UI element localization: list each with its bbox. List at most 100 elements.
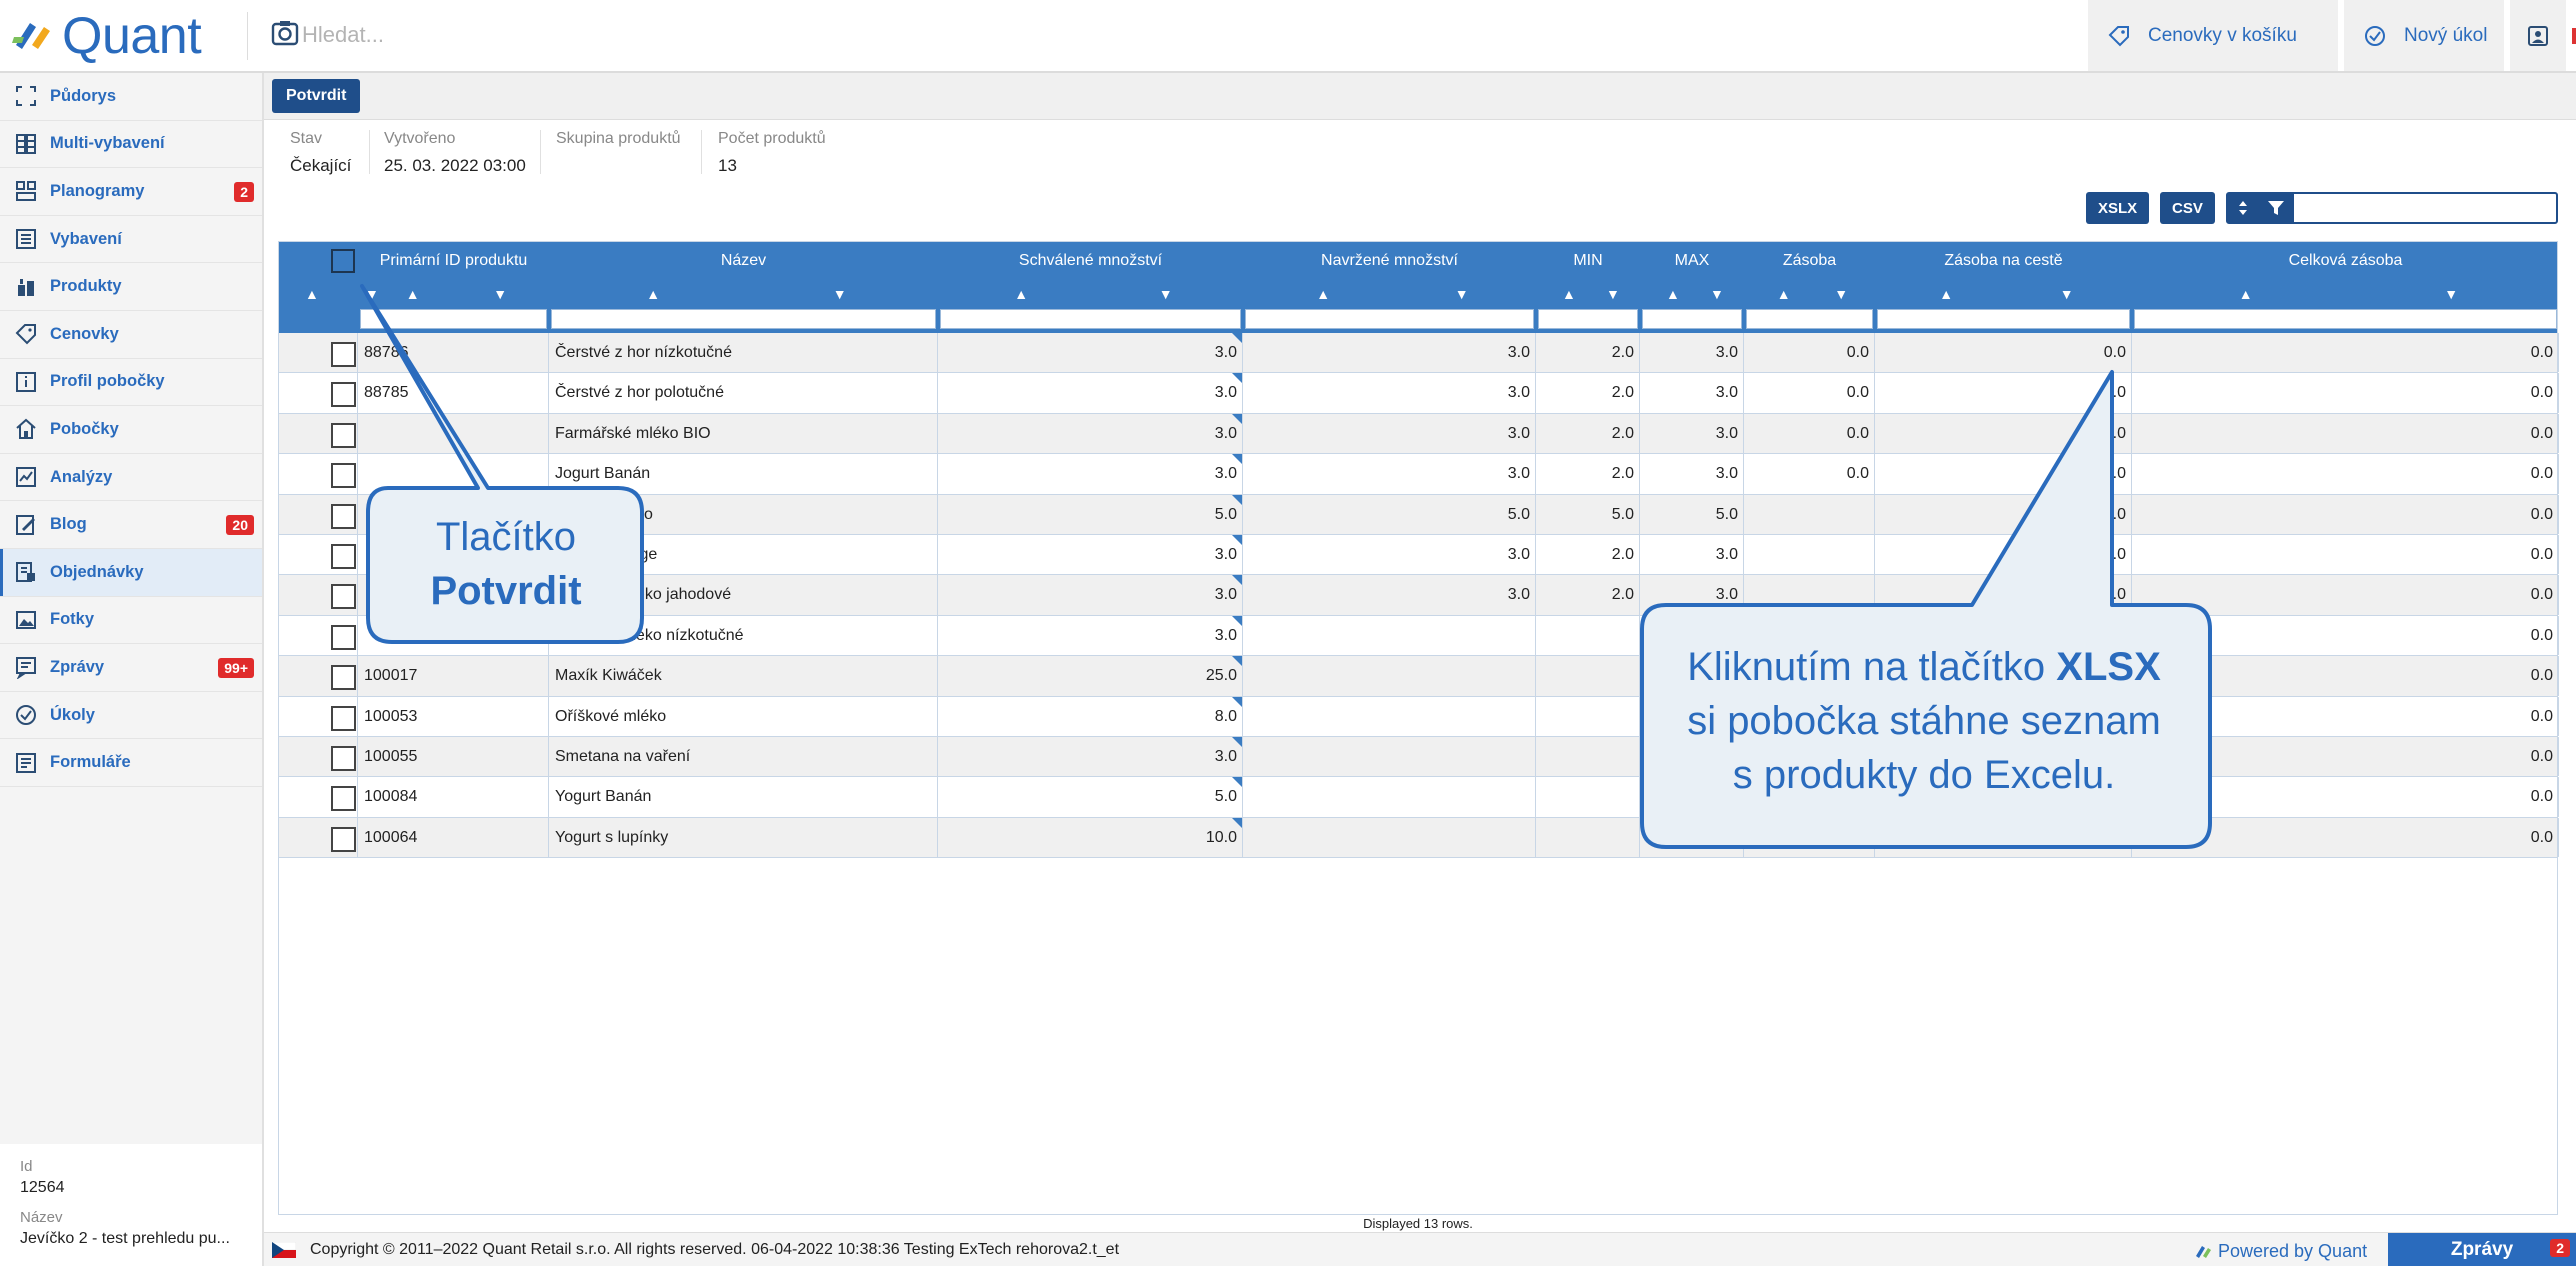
row-checkbox[interactable] <box>331 786 356 812</box>
csv-export-button[interactable]: CSV <box>2160 192 2215 224</box>
cell-approved[interactable]: 5.0 <box>938 494 1243 534</box>
sort-asc-icon[interactable]: ▲ <box>1316 286 1331 302</box>
sort-asc-icon[interactable]: ▲ <box>305 286 319 302</box>
cell-approved[interactable]: 3.0 <box>938 373 1243 413</box>
row-checkbox[interactable] <box>331 463 356 489</box>
messages-button[interactable]: Zprávy 2 <box>2388 1233 2576 1266</box>
user-profile-button[interactable] <box>2510 0 2566 71</box>
column-header[interactable]: MIN <box>1573 252 1603 269</box>
new-task-button[interactable]: Nový úkol <box>2344 0 2504 71</box>
row-checkbox[interactable] <box>331 746 356 771</box>
column-header[interactable]: Zásoba na cestě <box>1944 252 2063 269</box>
powered-by-link[interactable]: Powered by Quant <box>2194 1241 2367 1262</box>
sidebar-item-zpravy[interactable]: Zprávy 99+ <box>0 644 262 692</box>
sort-asc-icon[interactable]: ▲ <box>1014 286 1029 302</box>
sidebar-item-pudorys[interactable]: Půdorys <box>0 73 262 121</box>
sort-desc-icon[interactable]: ▼ <box>493 286 508 302</box>
cell-approved[interactable]: 3.0 <box>938 737 1243 777</box>
sort-desc-icon[interactable]: ▼ <box>1606 286 1620 302</box>
column-header[interactable]: Navržené množství <box>1321 252 1458 269</box>
quant-logo[interactable]: Quant <box>12 7 202 65</box>
price-tags-in-cart-button[interactable]: Cenovky v košíku <box>2088 0 2338 71</box>
row-checkbox[interactable] <box>331 544 356 569</box>
sidebar-item-vybaveni[interactable]: Vybavení <box>0 216 262 264</box>
sort-desc-icon[interactable]: ▼ <box>1834 286 1849 302</box>
sort-asc-icon[interactable]: ▲ <box>2238 286 2253 302</box>
cell-approved[interactable]: 3.0 <box>938 413 1243 454</box>
cell-approved[interactable]: 3.0 <box>938 333 1243 373</box>
row-checkbox[interactable] <box>331 584 356 610</box>
sidebar-item-objednavky[interactable]: Objednávky <box>0 548 262 597</box>
filter-input[interactable] <box>2298 196 2548 220</box>
cell-approved[interactable]: 3.0 <box>938 454 1243 494</box>
sort-asc-icon[interactable]: ▲ <box>646 286 661 302</box>
sort-desc-icon[interactable]: ▼ <box>1710 286 1724 302</box>
sidebar-item-blog[interactable]: Blog 20 <box>0 501 262 549</box>
camera-search-icon[interactable] <box>270 18 300 48</box>
row-checkbox[interactable] <box>331 422 356 448</box>
sort-asc-icon[interactable]: ▲ <box>1562 286 1576 302</box>
sort-desc-icon[interactable]: ▼ <box>1158 286 1173 302</box>
table-row[interactable]: 100017 Maxík Kiwáček 25.0 0.0 0.0 <box>279 656 2559 697</box>
sort-asc-icon[interactable]: ▲ <box>405 286 420 302</box>
row-checkbox[interactable] <box>331 382 356 408</box>
column-filter-input[interactable] <box>360 309 547 329</box>
row-checkbox[interactable] <box>331 342 356 367</box>
table-row[interactable]: 100055 Smetana na vaření 3.0 0.0 0.0 <box>279 737 2559 778</box>
sort-asc-icon[interactable]: ▲ <box>1776 286 1791 302</box>
sidebar-item-analyzy[interactable]: Analýzy <box>0 454 262 502</box>
column-header[interactable]: Celková zásoba <box>2288 252 2403 269</box>
cell-approved[interactable]: 3.0 <box>938 575 1243 615</box>
table-row[interactable]: 100084 Yogurt Banán 5.0 0.0 0.0 <box>279 777 2559 818</box>
table-row[interactable]: 100064 Yogurt s lupínky 10.0 0.0 0.0 <box>279 817 2559 859</box>
column-filter-input[interactable] <box>551 309 936 329</box>
select-all-checkbox[interactable] <box>331 249 355 273</box>
sort-asc-icon[interactable]: ▲ <box>1939 286 1954 302</box>
table-row[interactable]: Kefírové mléko nízkotučné 3.0 0.0 0.0 <box>279 615 2559 657</box>
column-filter-input[interactable] <box>1877 309 2130 329</box>
row-checkbox[interactable] <box>331 826 356 852</box>
column-filter-input[interactable] <box>2134 309 2557 329</box>
cell-approved[interactable]: 3.0 <box>938 535 1243 575</box>
cell-approved[interactable]: 8.0 <box>938 696 1243 736</box>
sort-desc-icon[interactable]: ▼ <box>1454 286 1469 302</box>
sidebar-item-planogramy[interactable]: Planogramy 2 <box>0 168 262 216</box>
column-header[interactable]: Zásoba <box>1782 252 1837 269</box>
column-header[interactable]: MAX <box>1674 252 1710 269</box>
table-row[interactable]: 100053 Oříškové mléko 8.0 0.0 0.0 <box>279 696 2559 737</box>
column-header[interactable]: Název <box>720 252 767 269</box>
cell-approved[interactable]: 5.0 <box>938 777 1243 817</box>
sidebar-item-formulare[interactable]: Formuláře <box>0 739 262 787</box>
cell-approved[interactable]: 3.0 <box>938 615 1243 656</box>
sort-desc-icon[interactable]: ▼ <box>832 286 847 302</box>
sidebar-item-fotky[interactable]: Fotky <box>0 597 262 645</box>
column-header[interactable]: Primární ID produktu <box>379 252 528 269</box>
column-filter-input[interactable] <box>1538 309 1638 329</box>
sort-toggle-icon[interactable] <box>2238 200 2248 216</box>
table-row[interactable]: 88786 Čerstvé z hor nízkotučné 3.0 3.0 2.0 3.… <box>279 333 2559 374</box>
column-header[interactable]: Schválené množství <box>1018 252 1163 269</box>
sort-desc-icon[interactable]: ▼ <box>2059 286 2074 302</box>
sort-asc-icon[interactable]: ▲ <box>1666 286 1680 302</box>
sidebar-item-profil-pobocky[interactable]: Profil pobočky <box>0 359 262 407</box>
table-row[interactable]: 88785 Čerstvé z hor polotučné 3.0 3.0 2.0 3.0… <box>279 373 2559 414</box>
sidebar-item-multi-vybaveni[interactable]: Multi-vybavení <box>0 121 262 169</box>
row-checkbox[interactable] <box>331 624 356 650</box>
row-checkbox[interactable] <box>331 665 356 691</box>
column-filter-input[interactable] <box>1746 309 1873 329</box>
table-row[interactable]: Farmářské mléko BIO 3.0 3.0 2.0 3.0 0.0 0.0 0.0 <box>279 413 2559 455</box>
column-filter-input[interactable] <box>1245 309 1534 329</box>
cell-approved[interactable]: 10.0 <box>938 817 1243 858</box>
confirm-button[interactable]: Potvrdit <box>272 79 361 113</box>
column-filter-input[interactable] <box>940 309 1241 329</box>
row-checkbox[interactable] <box>331 503 356 529</box>
row-checkbox[interactable] <box>331 705 356 731</box>
sort-desc-icon[interactable]: ▼ <box>2444 286 2459 302</box>
search-input[interactable] <box>302 18 902 52</box>
sort-desc-icon[interactable]: ▼ <box>365 286 379 302</box>
czech-flag-icon[interactable] <box>272 1242 296 1258</box>
filter-funnel-icon[interactable] <box>2267 199 2285 217</box>
sidebar-item-pobocky[interactable]: Pobočky <box>0 406 262 454</box>
sidebar-item-produkty[interactable]: Produkty <box>0 263 262 311</box>
column-filter-input[interactable] <box>1642 309 1742 329</box>
